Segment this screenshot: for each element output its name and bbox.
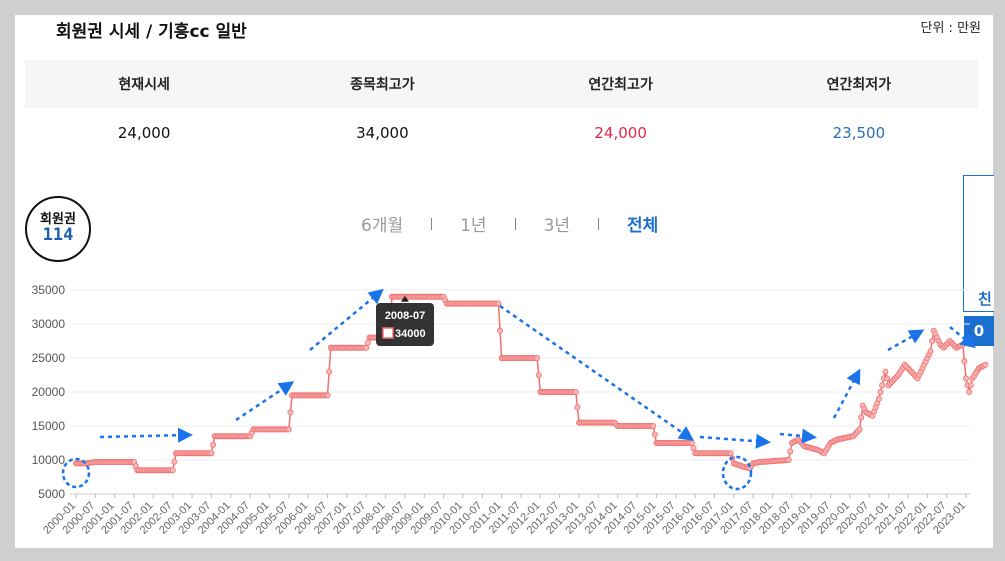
data-point <box>497 327 504 334</box>
logo-text: 회원권 <box>40 212 76 227</box>
y-tick-label: 10000 <box>32 453 66 467</box>
data-point <box>572 388 579 395</box>
header-annual-high: 연간최고가 <box>588 77 653 93</box>
annotation-arrow <box>235 381 295 422</box>
data-point <box>882 368 889 375</box>
price-panel: 회원권 시세 / 기흥cc 일반 단위 : 만원 현재시세 종목최고가 연간최고… <box>15 15 993 548</box>
data-point <box>877 388 884 395</box>
data-point <box>963 375 970 382</box>
data-point <box>364 339 371 346</box>
data-point <box>324 392 331 399</box>
data-point <box>285 426 292 433</box>
data-point <box>785 456 792 463</box>
data-point <box>208 450 215 457</box>
header-current-price: 현재시세 <box>118 77 170 93</box>
summary-value-row: 24,000 34,000 24,000 23,500 <box>25 108 978 158</box>
price-summary-table: 현재시세 종목최고가 연간최고가 연간최저가 24,000 34,000 24,… <box>25 60 978 158</box>
data-point <box>651 431 658 438</box>
tooltip-pointer <box>400 295 409 302</box>
unit-label: 단위 : 만원 <box>920 21 982 36</box>
data-point <box>287 409 294 416</box>
logo-number: 114 <box>42 225 74 245</box>
annotation-arrow <box>309 288 384 351</box>
data-point <box>171 458 178 465</box>
data-point <box>210 441 217 448</box>
y-tick-label: 25000 <box>32 351 66 365</box>
side-widget-label: 친 <box>978 290 992 308</box>
tab-3-years[interactable]: 3년 <box>543 216 571 236</box>
data-point <box>856 426 863 433</box>
value-annual-high: 24,000 <box>594 124 647 142</box>
annotation-arrow <box>832 368 861 419</box>
annotation-arrow <box>887 329 925 352</box>
data-point <box>574 404 581 411</box>
data-point <box>875 395 882 402</box>
value-annual-low: 23,500 <box>832 124 886 142</box>
data-point <box>967 382 974 389</box>
header-annual-low: 연간최저가 <box>826 77 892 93</box>
data-point <box>929 337 936 344</box>
annotation-arrow <box>499 304 695 441</box>
y-tick-label: 35000 <box>32 283 66 297</box>
data-point <box>169 467 176 474</box>
annotation-circle <box>721 455 753 491</box>
annotation-arrow <box>779 428 817 444</box>
data-point <box>534 354 541 361</box>
summary-header-row: 현재시세 종목최고가 연간최고가 연간최저가 <box>25 60 978 108</box>
data-point <box>688 439 695 446</box>
data-point <box>690 445 697 452</box>
data-point <box>927 348 934 355</box>
value-current-price: 24,000 <box>117 124 171 142</box>
annotation-arrow <box>99 427 193 443</box>
annotation-arrow <box>699 433 771 449</box>
y-tick-label: 20000 <box>32 385 66 399</box>
tooltip-value: 34000 <box>395 328 426 340</box>
data-point <box>966 388 973 395</box>
data-point <box>961 358 968 365</box>
data-point <box>495 300 502 307</box>
tooltip-swatch <box>382 327 394 339</box>
annotation-circle <box>61 457 91 489</box>
data-point <box>727 450 734 457</box>
tab-divider <box>514 217 516 230</box>
site-logo: 회원권 114 <box>25 196 91 262</box>
y-tick-label: 5000 <box>38 487 65 501</box>
data-point <box>326 368 333 375</box>
data-point <box>982 361 989 368</box>
data-point <box>363 344 370 351</box>
tab-divider <box>598 217 600 230</box>
data-point <box>650 422 657 429</box>
data-point <box>959 341 966 348</box>
tab-1-year[interactable]: 1년 <box>460 216 487 236</box>
data-point <box>879 382 886 389</box>
data-point <box>858 414 865 421</box>
y-tick-label: 15000 <box>32 419 66 433</box>
y-tick-label: 30000 <box>32 317 66 331</box>
tab-6-months[interactable]: 6개월 <box>361 216 404 236</box>
data-point <box>535 371 542 378</box>
data-point <box>883 375 890 382</box>
header-all-time-high: 종목최고가 <box>350 77 415 93</box>
page-title: 회원권 시세 / 기흥cc 일반 <box>56 22 247 42</box>
chart-tooltip: 2008-07 34000 <box>376 295 434 346</box>
tab-all[interactable]: 전체 <box>627 216 659 236</box>
data-point <box>787 448 794 455</box>
value-all-time-high: 34,000 <box>356 124 409 142</box>
side-widget[interactable]: 친 0 <box>963 175 994 346</box>
tab-divider <box>431 217 433 230</box>
tooltip-label: 2008-07 <box>385 310 425 322</box>
period-tabs: 6개월 1년 3년 전체 <box>333 211 686 236</box>
